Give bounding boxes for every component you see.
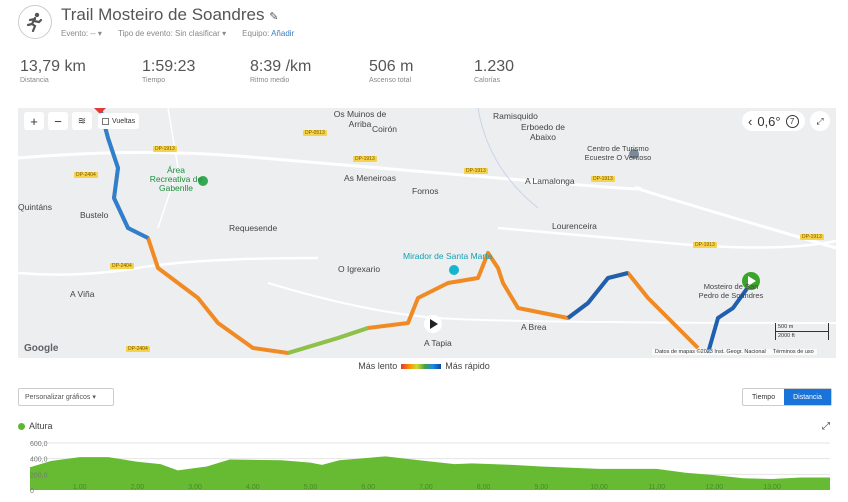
- scale-bar: 500 m 2000 ft: [775, 323, 829, 340]
- layers-icon: ≋: [77, 115, 87, 127]
- map-attribution: Datos de mapas ©2023 Inst. Geogr. Nacion…: [652, 349, 817, 355]
- x-tick-label: 3,00: [188, 484, 202, 491]
- x-tick-label: 13,00: [763, 484, 781, 491]
- gear-field: Equipo: Añadir: [242, 29, 295, 38]
- laps-checkbox[interactable]: [102, 117, 109, 125]
- speed-legend: Más lento Más rápido: [358, 361, 490, 371]
- layers-button[interactable]: ≋: [72, 112, 92, 130]
- event-dropdown[interactable]: Evento: -- ▾: [61, 29, 102, 38]
- y-tick-label: 200,0: [30, 472, 48, 479]
- stat-time: 1:59:23 Tiempo: [142, 58, 196, 84]
- x-tick-label: 7,00: [419, 484, 433, 491]
- map-roads-and-route: [18, 108, 836, 355]
- stat-avg-pace: 8:39 /km Ritmo medio: [250, 58, 312, 84]
- zoom-in-button[interactable]: +: [24, 112, 44, 130]
- add-gear-link[interactable]: Añadir: [271, 29, 295, 38]
- speed-gradient: [401, 363, 442, 369]
- edit-pencil-icon[interactable]: ✎: [269, 11, 279, 23]
- y-tick-label: 400,0: [30, 457, 48, 464]
- route-map[interactable]: + − ≋ Vueltas ‹ 0,6° 7 ⤢ Os Muinos de Arri…: [18, 108, 836, 358]
- y-tick-label: 0: [30, 488, 34, 495]
- chart-legend-altitude: Altura: [18, 421, 53, 431]
- title-text: Trail Mosteiro de Soandres: [61, 5, 265, 24]
- customize-charts-dropdown[interactable]: Personalizar gráficos ▾: [18, 388, 114, 406]
- altitude-area: [30, 456, 830, 490]
- terms-link[interactable]: Términos de uso: [772, 349, 814, 355]
- google-logo: Google: [24, 343, 59, 354]
- toggle-time[interactable]: Tiempo: [752, 393, 776, 401]
- stat-distance: 13,79 km Distancia: [20, 58, 86, 84]
- event-type-dropdown[interactable]: Tipo de evento: Sin clasificar ▾: [117, 29, 227, 38]
- laps-toggle[interactable]: Vueltas: [98, 113, 140, 129]
- stat-calories: 1.230 Calorías: [474, 58, 515, 84]
- y-tick-label: 600,0: [30, 441, 48, 448]
- running-person-icon: [26, 12, 43, 32]
- x-tick-label: 5,00: [304, 484, 318, 491]
- expand-icon: ⤢: [816, 115, 824, 126]
- x-tick-label: 6,00: [361, 484, 375, 491]
- activity-title[interactable]: Trail Mosteiro de Soandres ✎: [61, 5, 278, 25]
- zoom-out-button[interactable]: −: [48, 112, 68, 130]
- x-tick-label: 1,00: [73, 484, 87, 491]
- x-tick-label: 11,00: [648, 484, 665, 491]
- toggle-distance[interactable]: Distancia: [784, 389, 831, 405]
- fullscreen-map-button[interactable]: ⤢: [810, 111, 830, 131]
- stat-ascent: 506 m Ascenso total: [369, 58, 414, 84]
- rotation-control[interactable]: ‹ 0,6° 7: [742, 111, 805, 131]
- x-axis-toggle: Tiempo Distancia: [742, 388, 832, 406]
- x-tick-label: 8,00: [477, 484, 491, 491]
- elevation-chart: 600,0 400,0 200,0 0 1,00 2,00 3,00 4,00 5,00 6,00…: [30, 441, 830, 495]
- x-tick-label: 10,00: [590, 484, 608, 491]
- x-tick-label: 9,00: [534, 484, 548, 491]
- x-tick-label: 12,00: [706, 484, 724, 491]
- altitude-legend-dot: [18, 422, 25, 430]
- activity-type-avatar: [18, 5, 52, 39]
- finish-marker: [94, 108, 106, 114]
- x-tick-label: 4,00: [246, 484, 260, 491]
- expand-chart-icon[interactable]: ⤢: [822, 421, 830, 432]
- place-label: Os Muinos de Arriba: [333, 109, 387, 129]
- x-tick-label: 2,00: [131, 484, 145, 491]
- compass-icon: 7: [785, 114, 799, 128]
